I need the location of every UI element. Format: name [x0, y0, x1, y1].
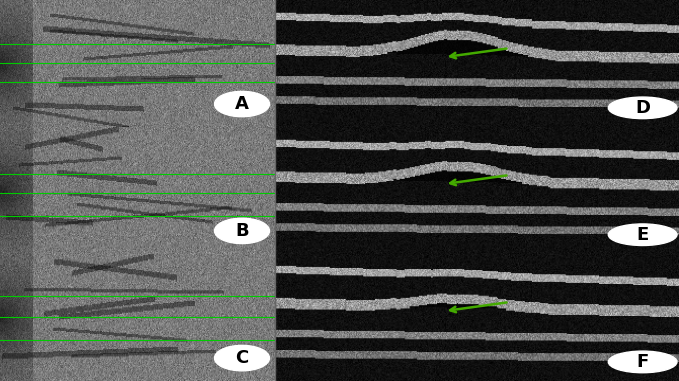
Circle shape [215, 345, 270, 371]
Text: C: C [236, 349, 249, 367]
Circle shape [608, 224, 677, 245]
Circle shape [608, 351, 677, 373]
Circle shape [215, 218, 270, 243]
Circle shape [608, 97, 677, 118]
Text: A: A [235, 95, 249, 113]
Text: D: D [635, 99, 650, 117]
Text: E: E [636, 226, 648, 244]
Text: F: F [636, 353, 648, 371]
Circle shape [215, 91, 270, 117]
Text: B: B [235, 222, 249, 240]
